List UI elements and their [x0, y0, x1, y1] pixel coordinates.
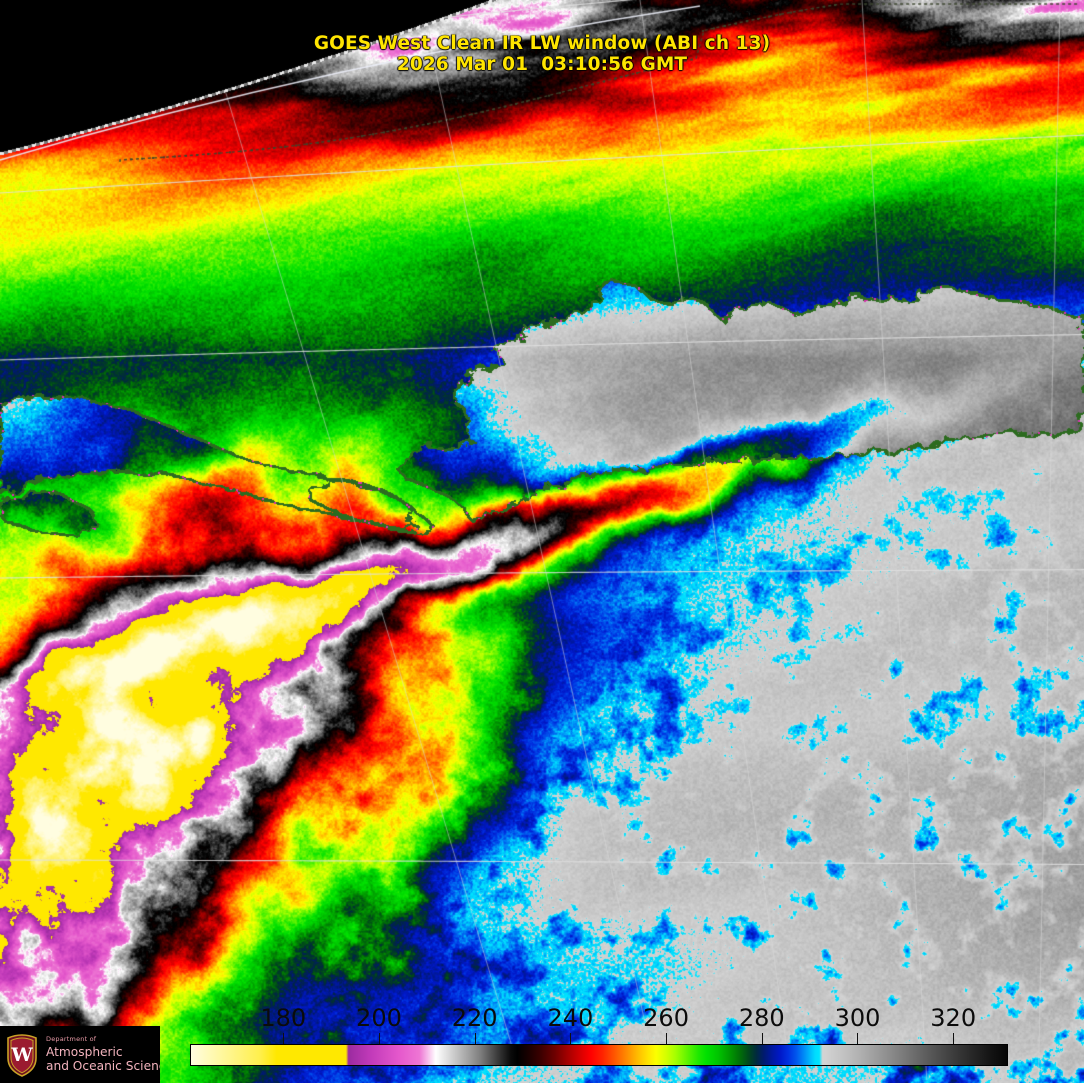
- colorbar-gradient: [190, 1044, 1008, 1066]
- uw-crest-icon: W: [4, 1032, 40, 1078]
- colorbar-tick: [283, 1033, 285, 1044]
- colorbar-tick-label: 320: [930, 1004, 977, 1032]
- uw-aos-logo: W Department of Atmospheric and Oceanic …: [0, 1026, 160, 1083]
- colorbar-tick: [953, 1033, 955, 1044]
- logo-line-2: and Oceanic Sciences: [46, 1058, 160, 1073]
- colorbar-tick: [570, 1033, 572, 1044]
- logo-department-prefix: Department of: [46, 1035, 97, 1044]
- colorbar-tick-label: 220: [451, 1004, 498, 1032]
- colorbar-tick: [474, 1033, 476, 1044]
- colorbar-tick: [378, 1033, 380, 1044]
- colorbar-tick-label: 240: [547, 1004, 594, 1032]
- colorbar-tick-label: 260: [643, 1004, 689, 1032]
- logo-line-1: Atmospheric: [46, 1044, 123, 1059]
- colorbar-tick-label: 180: [260, 1004, 307, 1032]
- svg-text:W: W: [10, 1044, 33, 1066]
- colorbar-tick: [857, 1033, 859, 1044]
- logo-text-block: Department of Atmospheric and Oceanic Sc…: [46, 1036, 160, 1073]
- colorbar-tick-label: 280: [738, 1004, 785, 1032]
- colorbar-tick-label: 200: [356, 1004, 402, 1032]
- colorbar-tick: [666, 1033, 668, 1044]
- colorbar-tick-label: 300: [834, 1004, 881, 1032]
- colorbar: 180 200 220 240 260 280 300 320: [190, 1005, 1008, 1066]
- colorbar-tick: [761, 1033, 763, 1044]
